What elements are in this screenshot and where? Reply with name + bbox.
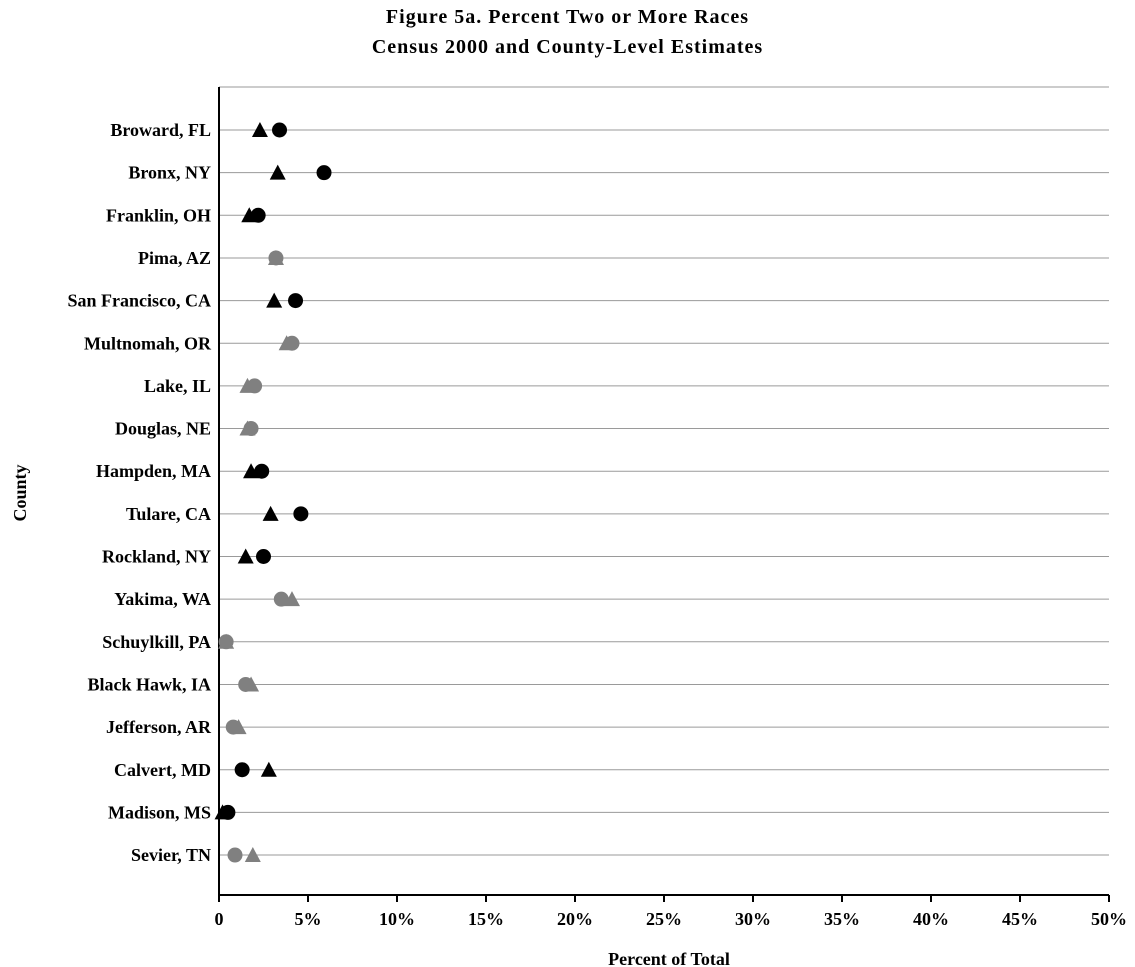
category-label: Douglas, NE	[115, 419, 211, 439]
category-label: Sevier, TN	[131, 845, 211, 865]
x-axis-label: Percent of Total	[608, 949, 730, 967]
category-label: Calvert, MD	[114, 760, 211, 780]
data-marks	[214, 122, 332, 863]
triangle-marker	[244, 847, 261, 863]
circle-marker	[272, 122, 288, 138]
circle-marker	[234, 762, 250, 778]
chart-subtitle: Census 2000 and County-Level Estimates	[371, 36, 764, 58]
triangle-marker	[237, 548, 254, 564]
y-axis-label: County	[10, 464, 30, 521]
circle-marker	[293, 506, 309, 522]
category-label: Yakima, WA	[114, 589, 211, 609]
circle-marker	[250, 207, 266, 223]
x-tick-label: 0	[215, 909, 224, 929]
circle-marker	[243, 421, 259, 437]
x-tick-label: 40%	[913, 909, 949, 929]
category-label: Bronx, NY	[128, 163, 211, 183]
x-tick-label: 35%	[824, 909, 860, 929]
circle-marker	[220, 804, 236, 820]
circle-marker	[227, 847, 243, 863]
gridlines	[219, 86, 1109, 856]
x-tick-label: 25%	[646, 909, 682, 929]
category-label: Broward, FL	[110, 120, 211, 140]
category-label: Pima, AZ	[138, 248, 211, 268]
circle-marker	[247, 378, 263, 394]
chart-title: Figure 5a. Percent Two or More Races	[385, 6, 750, 28]
circle-marker	[218, 634, 234, 650]
x-tick-label: 45%	[1002, 909, 1038, 929]
circle-marker	[273, 591, 289, 607]
category-label: Madison, MS	[108, 802, 211, 822]
category-label: Hampden, MA	[96, 461, 211, 481]
circle-marker	[238, 676, 254, 692]
category-label: Multnomah, OR	[84, 333, 212, 353]
x-tick-label: 50%	[1091, 909, 1127, 929]
category-labels: Broward, FL Bronx, NY Franklin, OH Pima, AZ…	[68, 120, 212, 865]
category-label: Tulare, CA	[126, 504, 211, 524]
x-tick-label: 10%	[379, 909, 415, 929]
circle-marker	[254, 463, 270, 479]
x-tick-label: 15%	[468, 909, 504, 929]
triangle-marker	[260, 761, 277, 777]
circle-marker	[256, 549, 271, 564]
category-label: San Francisco, CA	[68, 291, 212, 311]
axes	[218, 87, 1110, 902]
x-tick-label: 30%	[735, 909, 771, 929]
circle-marker	[268, 250, 284, 266]
triangle-marker	[269, 164, 286, 180]
category-label: Rockland, NY	[102, 547, 211, 567]
category-label: Jefferson, AR	[106, 717, 212, 737]
x-tick-label: 5%	[295, 909, 322, 929]
triangle-marker	[262, 505, 279, 521]
category-label: Black Hawk, IA	[87, 674, 211, 694]
x-tick-label: 20%	[557, 909, 593, 929]
category-label: Lake, IL	[144, 376, 211, 396]
category-label: Schuylkill, PA	[102, 632, 211, 652]
circle-marker	[288, 293, 304, 309]
triangle-marker	[266, 292, 283, 308]
category-label: Franklin, OH	[106, 205, 211, 225]
x-tick-labels: 0 5% 10% 15% 20% 25% 30% 35% 40% 45% 50%	[215, 909, 1128, 929]
circle-marker	[316, 165, 332, 181]
triangle-marker	[251, 122, 268, 137]
circle-marker	[284, 335, 300, 351]
circle-marker	[225, 719, 241, 735]
